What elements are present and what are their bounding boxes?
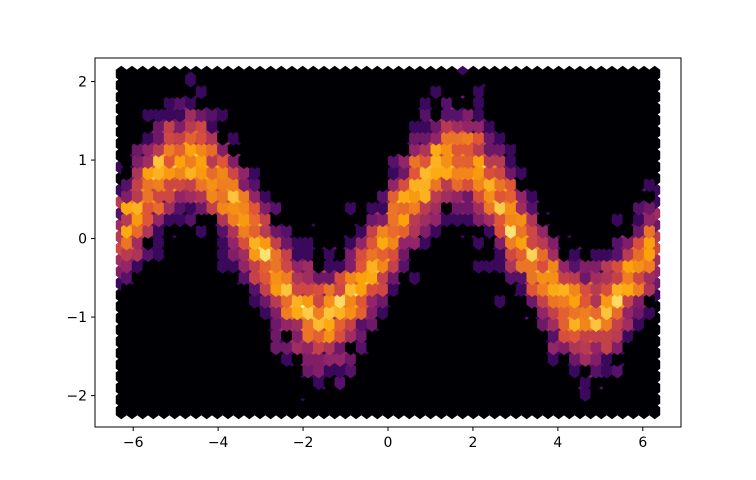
hexbin-cell [643, 397, 655, 414]
hexbin-cell [643, 129, 655, 146]
hexbin-cell [643, 281, 655, 298]
x-tick-label: −4 [208, 435, 229, 451]
hexbin-cell [643, 153, 655, 170]
hexbin-cell [643, 222, 655, 239]
hexbin-cell [643, 385, 655, 402]
hexbin-cell [643, 374, 655, 391]
hexbin-cell [643, 199, 655, 216]
hexbin-cell [643, 339, 655, 356]
y-tick-label: 2 [78, 75, 87, 91]
y-tick-label: 0 [78, 232, 87, 248]
hexbin-cell [643, 176, 655, 193]
y-tick-label: −2 [66, 389, 87, 405]
hexbin-cell [643, 106, 655, 123]
hexbin-cell [643, 362, 655, 379]
hexbin-cell [643, 83, 655, 100]
x-tick-label: −6 [123, 435, 144, 451]
hexbin-cell [643, 315, 655, 332]
hexbin-cell [643, 246, 655, 263]
hexbin-cell [643, 350, 655, 367]
x-tick-label: −2 [293, 435, 314, 451]
hexbin-cell [643, 269, 655, 286]
hexbin-cell [643, 164, 655, 181]
hexbin-cell [643, 257, 655, 274]
hexbin-cell [643, 327, 655, 344]
hexbin-cell [643, 187, 655, 204]
hexbin-cell [643, 292, 655, 309]
x-axis: −6 −4 −2 0 2 4 6 [123, 427, 647, 451]
x-tick-label: 6 [638, 435, 647, 451]
x-tick-label: 2 [468, 435, 477, 451]
hexbin-cell [643, 94, 655, 111]
y-tick-label: −1 [66, 310, 87, 326]
hexbin-cell [643, 234, 655, 251]
hexbin-cell [643, 118, 655, 135]
y-axis: −2 −1 0 1 2 [66, 75, 95, 405]
x-tick-label: 4 [553, 435, 562, 451]
hexbin-cell [643, 71, 655, 88]
hexbin-cell [643, 211, 655, 228]
hexbin-cell [643, 141, 655, 158]
plot-area [115, 65, 661, 420]
y-tick-label: 1 [78, 153, 87, 169]
hexbin-cell [643, 304, 655, 321]
x-tick-label: 0 [384, 435, 393, 451]
